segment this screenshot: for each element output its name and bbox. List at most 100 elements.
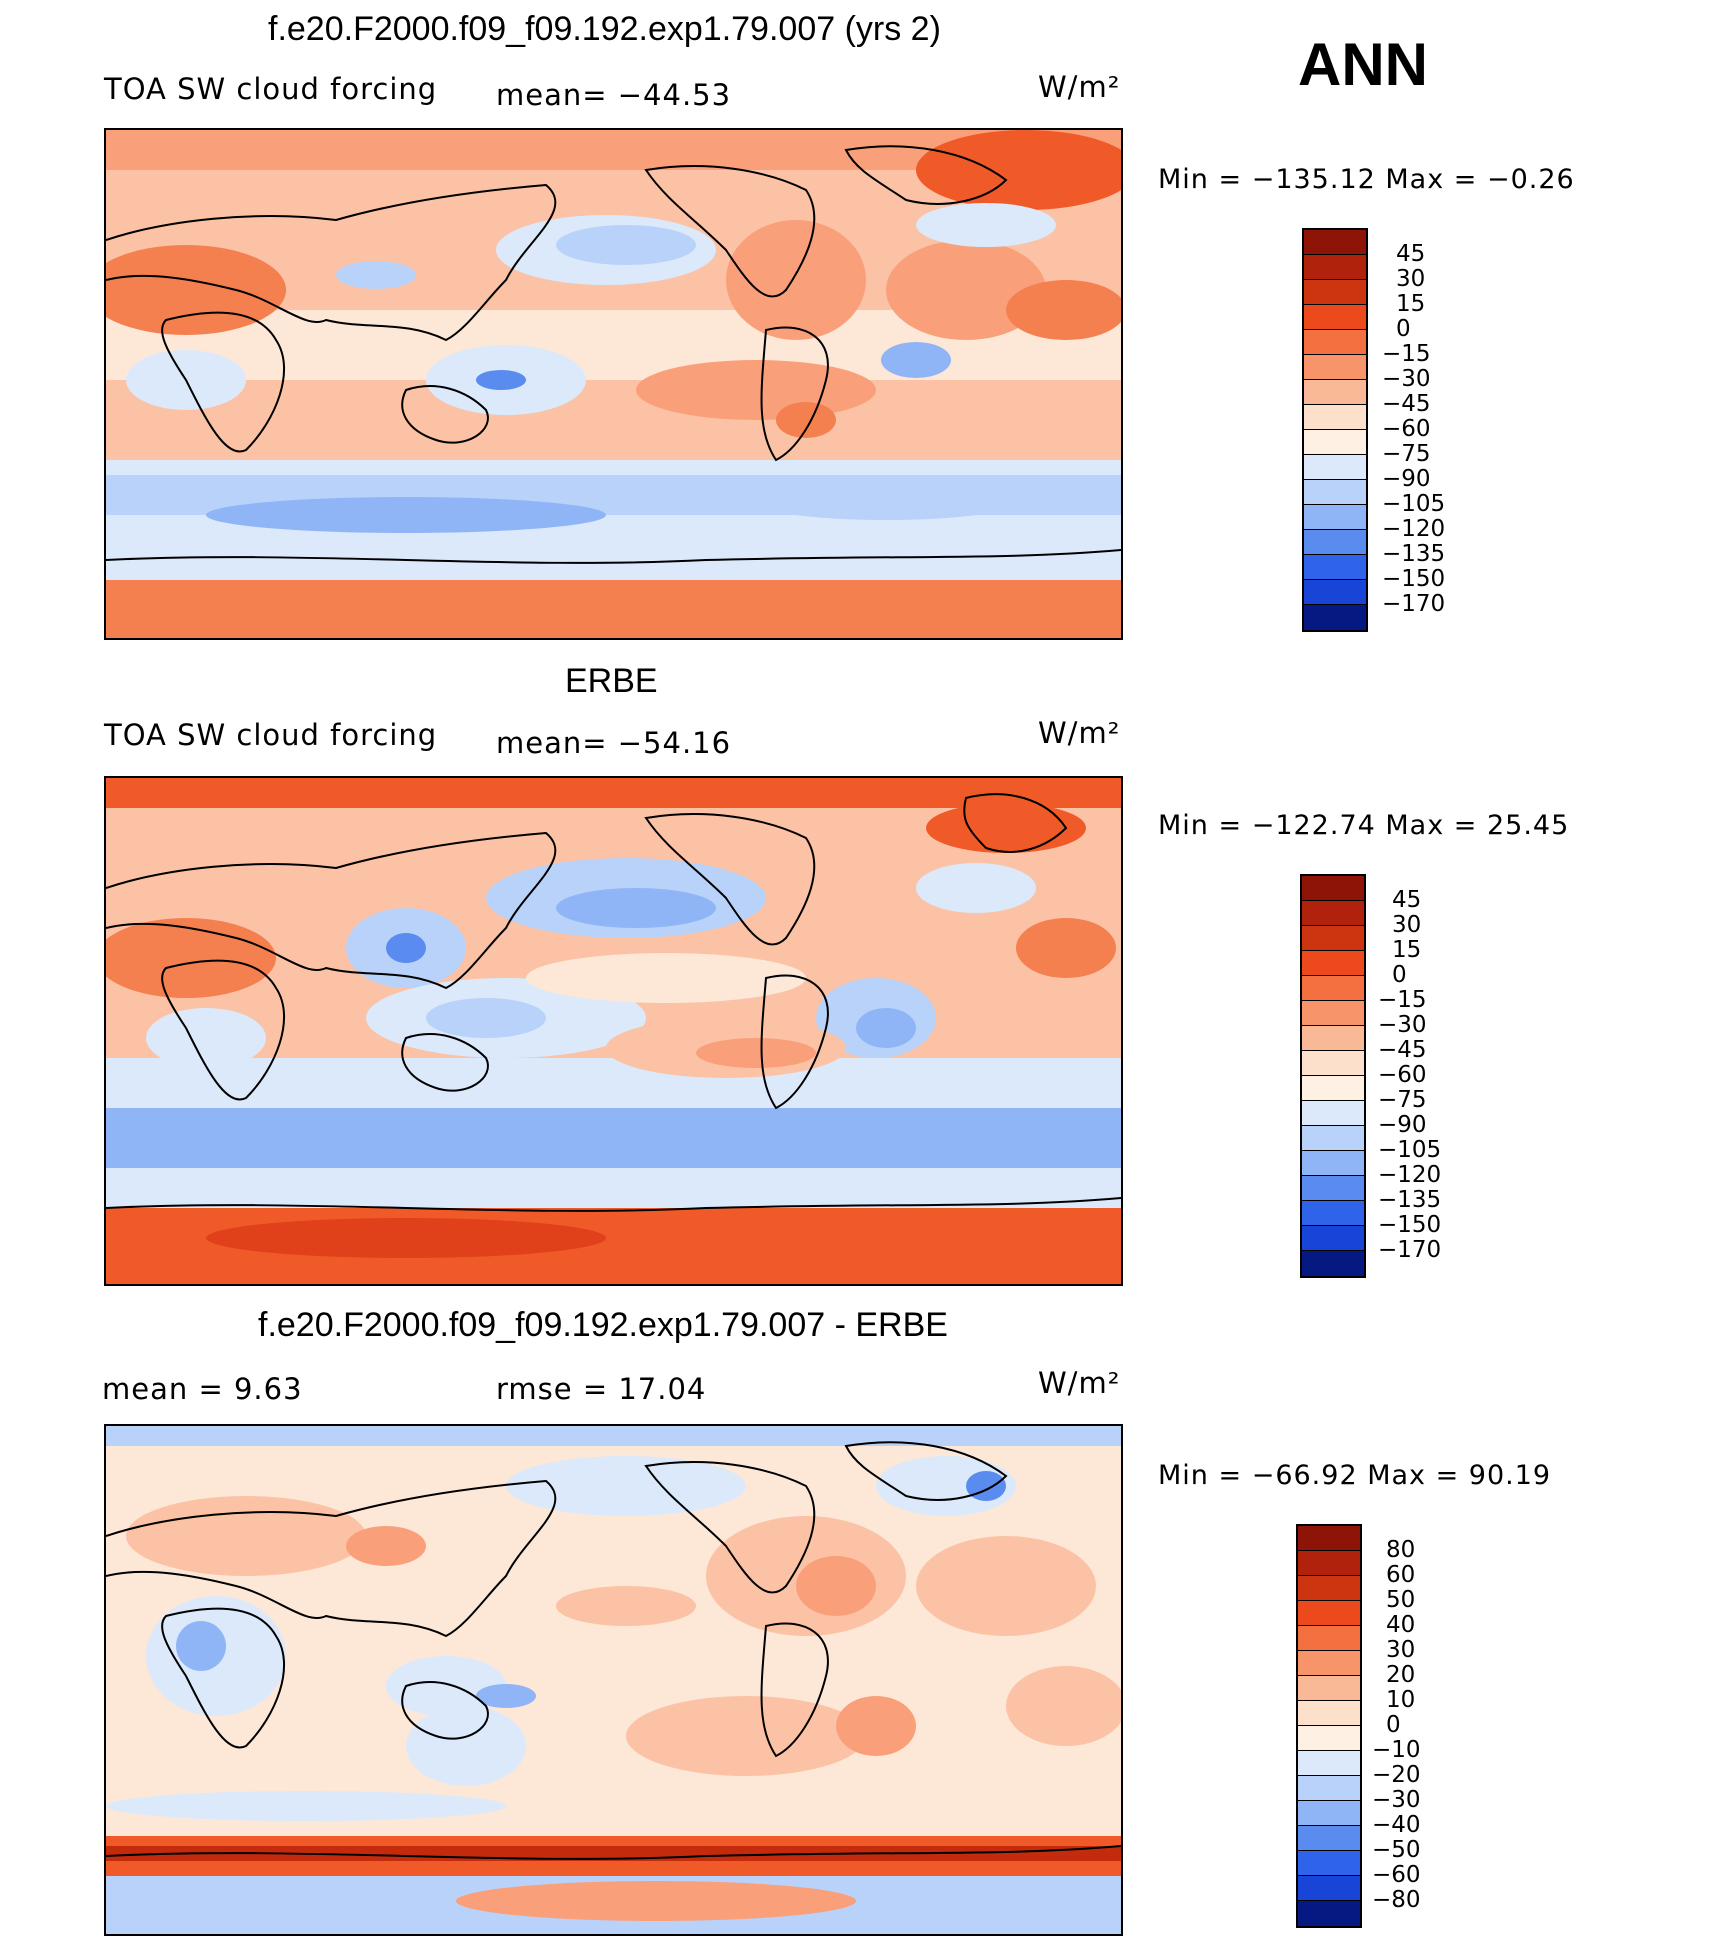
panel-3-minmax: Min = −66.92 Max = 90.19 bbox=[1158, 1460, 1552, 1491]
colorbar-tick-label: −135 bbox=[1382, 541, 1446, 567]
colorbar-tick-label: −170 bbox=[1382, 591, 1446, 617]
colorbar-swatch bbox=[1304, 330, 1366, 355]
colorbar-tick-label: −75 bbox=[1382, 441, 1431, 467]
panel-1-map bbox=[104, 128, 1123, 640]
colorbar-swatch bbox=[1304, 480, 1366, 505]
colorbar-tick-label: −150 bbox=[1378, 1212, 1442, 1238]
panel-1-variable-label: TOA SW cloud forcing bbox=[104, 72, 438, 106]
colorbar-tick-label: −90 bbox=[1382, 466, 1431, 492]
panel-3-colorbar bbox=[1296, 1524, 1362, 1928]
colorbar-tick-label: 45 bbox=[1392, 887, 1422, 913]
colorbar-tick-label: −135 bbox=[1378, 1187, 1442, 1213]
colorbar-swatch bbox=[1304, 580, 1366, 605]
colorbar-tick-label: −90 bbox=[1378, 1112, 1427, 1138]
colorbar-swatch bbox=[1298, 1851, 1360, 1876]
colorbar-swatch bbox=[1304, 405, 1366, 430]
colorbar-swatch bbox=[1304, 355, 1366, 380]
panel-2-minmax: Min = −122.74 Max = 25.45 bbox=[1158, 810, 1570, 841]
panel-2-mean-label: mean= −54.16 bbox=[496, 726, 732, 760]
colorbar-tick-label: 60 bbox=[1386, 1562, 1416, 1588]
colorbar-swatch bbox=[1302, 1201, 1364, 1226]
season-label: ANN bbox=[1298, 31, 1428, 98]
colorbar-tick-label: 80 bbox=[1386, 1537, 1416, 1563]
colorbar-tick-label: −30 bbox=[1372, 1787, 1421, 1813]
colorbar-tick-label: 10 bbox=[1386, 1687, 1416, 1713]
panel-1-units: W/m² bbox=[1038, 70, 1121, 104]
colorbar-tick-label: −45 bbox=[1382, 391, 1431, 417]
colorbar-swatch bbox=[1302, 976, 1364, 1001]
colorbar-swatch bbox=[1302, 1001, 1364, 1026]
colorbar-tick-label: 30 bbox=[1386, 1637, 1416, 1663]
colorbar-tick-label: 15 bbox=[1392, 937, 1422, 963]
colorbar-swatch bbox=[1302, 1226, 1364, 1251]
colorbar-tick-label: 0 bbox=[1392, 962, 1407, 988]
colorbar-swatch bbox=[1298, 1701, 1360, 1726]
colorbar-tick-label: −20 bbox=[1372, 1762, 1421, 1788]
panel-1-title: f.e20.F2000.f09_f09.192.exp1.79.007 (yrs… bbox=[268, 10, 941, 48]
colorbar-swatch bbox=[1298, 1626, 1360, 1651]
panel-3-title: f.e20.F2000.f09_f09.192.exp1.79.007 - ER… bbox=[258, 1306, 948, 1344]
panel-1-mean-label: mean= −44.53 bbox=[496, 78, 732, 112]
colorbar-tick-label: −120 bbox=[1382, 516, 1446, 542]
colorbar-swatch bbox=[1302, 876, 1364, 901]
colorbar-swatch bbox=[1298, 1526, 1360, 1551]
colorbar-tick-label: −40 bbox=[1372, 1812, 1421, 1838]
colorbar-swatch bbox=[1298, 1776, 1360, 1801]
colorbar-swatch bbox=[1298, 1826, 1360, 1851]
colorbar-swatch bbox=[1302, 901, 1364, 926]
colorbar-swatch bbox=[1304, 605, 1366, 630]
panel-1-colorbar bbox=[1302, 228, 1368, 632]
colorbar-tick-label: −120 bbox=[1378, 1162, 1442, 1188]
colorbar-swatch bbox=[1304, 230, 1366, 255]
panel-2-map bbox=[104, 776, 1123, 1286]
colorbar-tick-label: −150 bbox=[1382, 566, 1446, 592]
colorbar-tick-label: −30 bbox=[1382, 366, 1431, 392]
panel-1-minmax: Min = −135.12 Max = −0.26 bbox=[1158, 164, 1575, 195]
colorbar-tick-label: 30 bbox=[1396, 266, 1426, 292]
colorbar-tick-label: −15 bbox=[1382, 341, 1431, 367]
colorbar-swatch bbox=[1302, 1076, 1364, 1101]
colorbar-tick-label: −60 bbox=[1382, 416, 1431, 442]
colorbar-swatch bbox=[1302, 1126, 1364, 1151]
colorbar-tick-label: −15 bbox=[1378, 987, 1427, 1013]
panel-2-title: ERBE bbox=[565, 662, 658, 700]
colorbar-tick-label: 30 bbox=[1392, 912, 1422, 938]
colorbar-swatch bbox=[1302, 951, 1364, 976]
colorbar-tick-label: −75 bbox=[1378, 1087, 1427, 1113]
colorbar-tick-label: 50 bbox=[1386, 1587, 1416, 1613]
colorbar-tick-label: −10 bbox=[1372, 1737, 1421, 1763]
colorbar-tick-label: −60 bbox=[1378, 1062, 1427, 1088]
panel-3-mean-label: mean = 9.63 bbox=[102, 1372, 303, 1406]
colorbar-tick-label: 45 bbox=[1396, 241, 1426, 267]
panel-3-rmse-label: rmse = 17.04 bbox=[496, 1372, 707, 1406]
colorbar-swatch bbox=[1298, 1551, 1360, 1576]
panel-2-colorbar bbox=[1300, 874, 1366, 1278]
colorbar-tick-label: −105 bbox=[1382, 491, 1446, 517]
panel-3-units: W/m² bbox=[1038, 1366, 1121, 1400]
colorbar-swatch bbox=[1302, 1251, 1364, 1276]
colorbar-swatch bbox=[1304, 305, 1366, 330]
colorbar-swatch bbox=[1302, 1026, 1364, 1051]
colorbar-swatch bbox=[1298, 1876, 1360, 1901]
colorbar-swatch bbox=[1298, 1726, 1360, 1751]
colorbar-swatch bbox=[1302, 926, 1364, 951]
colorbar-swatch bbox=[1304, 455, 1366, 480]
colorbar-swatch bbox=[1304, 530, 1366, 555]
colorbar-swatch bbox=[1302, 1051, 1364, 1076]
colorbar-swatch bbox=[1304, 280, 1366, 305]
colorbar-tick-label: −50 bbox=[1372, 1837, 1421, 1863]
colorbar-swatch bbox=[1304, 555, 1366, 580]
colorbar-tick-label: 40 bbox=[1386, 1612, 1416, 1638]
colorbar-swatch bbox=[1298, 1801, 1360, 1826]
colorbar-tick-label: −80 bbox=[1372, 1887, 1421, 1913]
colorbar-swatch bbox=[1304, 505, 1366, 530]
panel-2-variable-label: TOA SW cloud forcing bbox=[104, 718, 438, 752]
panel-2-units: W/m² bbox=[1038, 716, 1121, 750]
colorbar-swatch bbox=[1302, 1151, 1364, 1176]
colorbar-tick-label: 15 bbox=[1396, 291, 1426, 317]
colorbar-tick-label: −60 bbox=[1372, 1862, 1421, 1888]
colorbar-tick-label: −170 bbox=[1378, 1237, 1442, 1263]
colorbar-tick-label: 0 bbox=[1386, 1712, 1401, 1738]
colorbar-tick-label: −105 bbox=[1378, 1137, 1442, 1163]
colorbar-swatch bbox=[1304, 430, 1366, 455]
